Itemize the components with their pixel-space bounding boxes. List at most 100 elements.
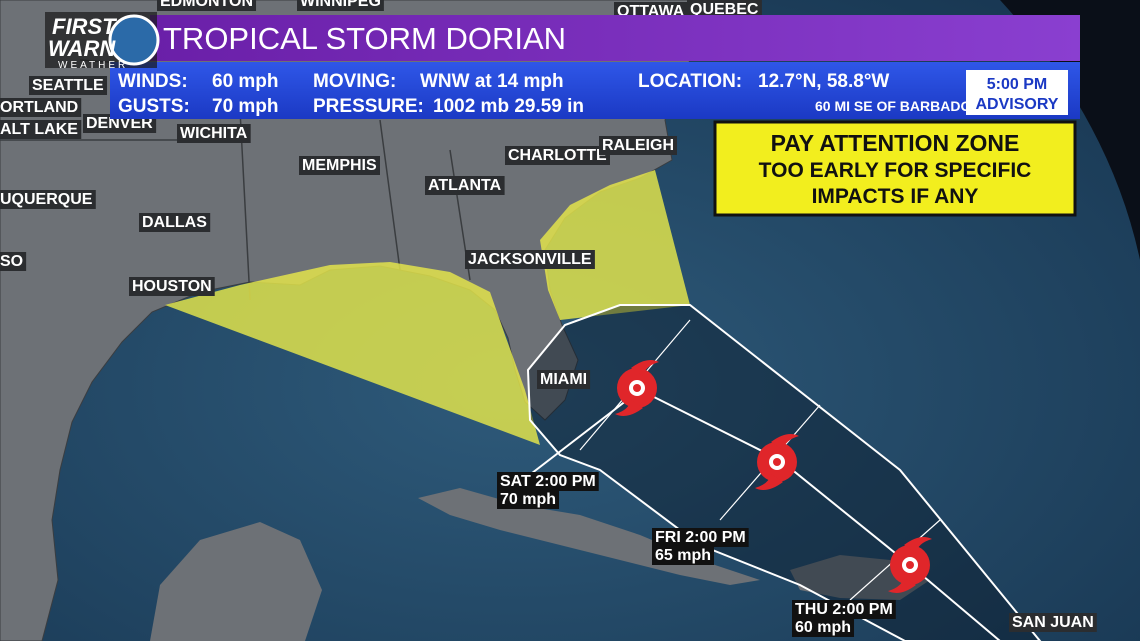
stat-label: WINDS: <box>118 71 188 92</box>
gulf-attention-zone <box>165 262 540 445</box>
city-label: RALEIGH <box>602 137 674 154</box>
city-label-group: EDMONTON <box>157 0 257 11</box>
city-label-bg <box>687 0 762 19</box>
advisory-time: 5:00 PM <box>987 76 1047 93</box>
stat-value: 12.7°N, 58.8°W <box>758 71 889 92</box>
logo-line: WARN <box>48 36 116 61</box>
city-label: ATLANTA <box>428 177 502 194</box>
city-label-bg <box>129 277 215 296</box>
city-label: SO <box>0 253 23 270</box>
stat-value: 1002 mb 29.59 in <box>433 96 584 117</box>
city-label: MEMPHIS <box>302 157 377 174</box>
logo-line: FIRST <box>52 14 117 39</box>
forecast-wind: 70 mph <box>500 491 556 508</box>
stat-value: 60 mph <box>212 71 279 92</box>
city-label-bg <box>1009 613 1097 632</box>
city-label-group: WICHITA <box>177 124 251 143</box>
city-label: ORTLAND <box>0 99 78 116</box>
forecast-wind: 65 mph <box>655 547 711 564</box>
atlantic-attention-zone <box>540 170 690 320</box>
callout-box <box>713 120 1077 217</box>
title-bar <box>150 15 1080 61</box>
location-note: 60 MI SE OF BARBADOS <box>815 98 981 114</box>
city-label-bg <box>0 252 27 271</box>
city-label: HOUSTON <box>132 278 212 295</box>
forecast-wind-bg <box>792 618 855 637</box>
city-label: ALT LAKE <box>0 121 78 138</box>
callout-line: PAY ATTENTION ZONE <box>771 130 1020 156</box>
city-label: SAN JUAN <box>1012 614 1094 631</box>
city-label-group: ATLANTA <box>425 176 505 195</box>
logo-sub: WEATHER <box>58 60 128 71</box>
stat-label: LOCATION: <box>638 71 742 92</box>
stat-label: PRESSURE: <box>313 96 424 117</box>
advisory-box <box>966 70 1068 115</box>
city-label-bg <box>505 146 610 165</box>
city-label-group: QUEBEC <box>687 0 762 19</box>
city-label-group: JACKSONVILLE <box>465 250 595 269</box>
city-label-group: CHARLOTTE <box>505 146 610 165</box>
forecast-time-group: SAT 2:00 PM <box>497 472 599 491</box>
city-label: WINNIPEG <box>300 0 381 10</box>
city-label-group: ALT LAKE <box>0 120 82 139</box>
city-label: UQUERQUE <box>0 191 93 208</box>
forecast-time: THU 2:00 PM <box>795 601 893 618</box>
city-label: JACKSONVILLE <box>468 251 592 268</box>
stat-label: GUSTS: <box>118 96 190 117</box>
city-label-bg <box>465 250 595 269</box>
city-label: CHARLOTTE <box>508 147 607 164</box>
city-label: WICHITA <box>180 125 248 142</box>
city-label-group: SO <box>0 252 27 271</box>
city-label-bg <box>0 98 82 117</box>
city-label-group: WINNIPEG <box>297 0 384 11</box>
city-label-bg <box>157 0 257 11</box>
forecast-wind-bg <box>652 546 715 565</box>
forecast-wind-group: 60 mph <box>792 618 855 637</box>
forecast-time: FRI 2:00 PM <box>655 529 746 546</box>
storm-icon <box>615 360 659 416</box>
forecast-wind: 60 mph <box>795 619 851 636</box>
stat-label: MOVING: <box>313 71 396 92</box>
city-label-group: MIAMI <box>537 370 591 389</box>
forecast-time-bg <box>652 528 749 547</box>
city-label-group: DALLAS <box>139 213 211 232</box>
city-label-bg <box>297 0 384 11</box>
forecast-time: SAT 2:00 PM <box>500 473 596 490</box>
city-label-group: RALEIGH <box>599 136 677 155</box>
city-label-group: SEATTLE <box>29 76 108 95</box>
city-label-bg <box>0 120 82 139</box>
city-label: DALLAS <box>142 214 207 231</box>
city-label-group: HOUSTON <box>129 277 215 296</box>
forecast-time-group: FRI 2:00 PM <box>652 528 749 547</box>
forecast-wind-group: 70 mph <box>497 490 560 509</box>
forecast-time-bg <box>792 600 896 619</box>
city-label-bg <box>299 156 380 175</box>
callout-line: TOO EARLY FOR SPECIFIC <box>759 159 1032 182</box>
city-label-group: ORTLAND <box>0 98 82 117</box>
city-label-bg <box>425 176 505 195</box>
stats-bar <box>110 62 1080 119</box>
callout-line: IMPACTS IF ANY <box>812 185 979 208</box>
storm-icon <box>888 537 932 593</box>
forecast-time-bg <box>497 472 599 491</box>
yucatan-land <box>150 522 322 641</box>
forecast-time-group: THU 2:00 PM <box>792 600 896 619</box>
city-label: QUEBEC <box>690 1 759 18</box>
storm-title: TROPICAL STORM DORIAN <box>163 21 566 56</box>
city-label-bg <box>29 76 108 95</box>
city-label-bg <box>537 370 591 389</box>
city-label-bg <box>177 124 251 143</box>
city-label-bg <box>599 136 677 155</box>
city-label-group: UQUERQUE <box>0 190 96 209</box>
storm-icon <box>755 434 799 490</box>
logo: FIRST WARN WEATHER <box>45 12 160 71</box>
city-label-bg <box>139 213 211 232</box>
forecast-wind-group: 65 mph <box>652 546 715 565</box>
city-label-group: SAN JUAN <box>1009 613 1097 632</box>
city-label-group: MEMPHIS <box>299 156 380 175</box>
advisory-label: ADVISORY <box>976 96 1059 113</box>
city-label: EDMONTON <box>160 0 253 10</box>
